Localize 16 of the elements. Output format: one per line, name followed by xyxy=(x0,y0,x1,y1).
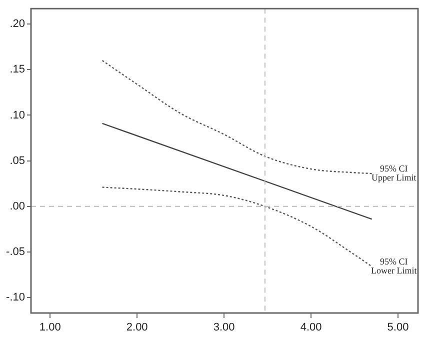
annotation: 95% CI Upper Limit xyxy=(372,163,417,182)
x-tick-label: 3.00 xyxy=(213,322,235,334)
annotation: 95% CI Lower Limit xyxy=(371,256,418,276)
line-series xyxy=(102,186,373,268)
x-tick-label: 2.00 xyxy=(126,322,148,334)
y-tick-label: .10 xyxy=(10,109,25,122)
y-tick-label: -.10 xyxy=(6,292,25,304)
y-tick-label: .15 xyxy=(10,64,25,76)
line-series xyxy=(102,60,373,174)
y-tick-label: .00 xyxy=(10,200,25,212)
y-tick-label: -.05 xyxy=(6,246,25,258)
x-tick-label: 4.00 xyxy=(300,322,322,334)
y-tick-label: .20 xyxy=(10,18,25,30)
x-tick-label: 1.00 xyxy=(39,322,61,334)
y-tick-label: .05 xyxy=(10,154,25,167)
x-tick-label: 5.00 xyxy=(387,322,409,334)
